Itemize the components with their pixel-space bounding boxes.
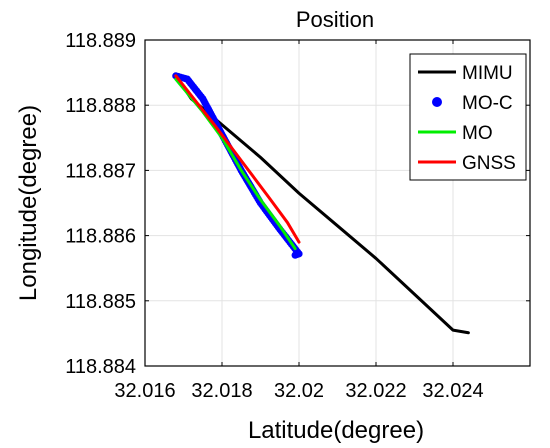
x-tick-label: 32.024 <box>422 380 483 402</box>
y-tick-label: 118.888 <box>65 95 136 117</box>
legend-label-mo: MO <box>462 123 493 144</box>
series-gnss-line <box>174 74 301 244</box>
y-axis-ticks: 118.884 118.885 118.886 118.887 118.888 118.8… <box>65 30 530 378</box>
y-tick-label: 118.886 <box>65 226 136 248</box>
legend-label-mo-c: MO-C <box>462 93 513 114</box>
x-axis-label: Latitude(degree) <box>248 417 424 444</box>
series-mo-c-point <box>291 251 299 259</box>
chart-title: Position <box>296 7 374 32</box>
y-tick-label: 118.889 <box>65 30 136 52</box>
y-tick-label: 118.887 <box>65 160 136 182</box>
x-tick-label: 32.02 <box>274 380 324 402</box>
plot-frame <box>144 39 531 367</box>
series-layer <box>172 72 470 335</box>
legend-swatch-mo-c <box>432 97 442 107</box>
y-axis-label: Longitude(degree) <box>15 105 42 301</box>
y-tick-label: 118.885 <box>65 291 136 313</box>
x-axis-ticks: 32.016 32.018 32.02 32.022 32.024 <box>114 40 484 402</box>
x-tick-label: 32.022 <box>345 380 406 402</box>
legend: MIMU MO-C MO GNSS <box>409 53 527 181</box>
x-tick-label: 32.018 <box>191 380 252 402</box>
y-tick-label: 118.884 <box>65 356 136 378</box>
legend-box <box>409 53 527 181</box>
legend-label-mimu: MIMU <box>462 63 513 84</box>
x-tick-label: 32.016 <box>114 380 175 402</box>
legend-label-gnss: GNSS <box>462 153 516 174</box>
